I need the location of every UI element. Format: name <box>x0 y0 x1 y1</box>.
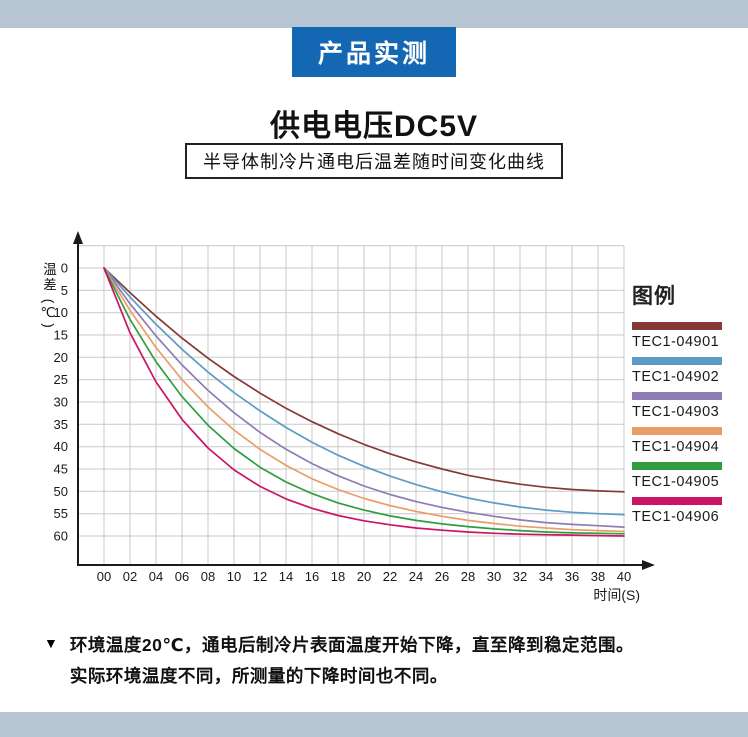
svg-text:00: 00 <box>97 569 111 584</box>
svg-text:12: 12 <box>253 569 267 584</box>
curve-TEC1-04902 <box>103 267 625 516</box>
legend-item: TEC1-04902 <box>632 357 744 385</box>
svg-text:时间(S): 时间(S) <box>593 587 640 603</box>
svg-text:38: 38 <box>591 569 605 584</box>
legend-items: TEC1-04901 TEC1-04902 TEC1-04903 TEC1-04904… <box>632 322 744 525</box>
legend-item: TEC1-04905 <box>632 462 744 490</box>
svg-text:60: 60 <box>54 529 68 544</box>
svg-text:18: 18 <box>331 569 345 584</box>
svg-text:16: 16 <box>305 569 319 584</box>
svg-text:04: 04 <box>149 569 163 584</box>
y-axis-title: 温差 (℃) <box>41 262 56 330</box>
legend-item: TEC1-04901 <box>632 322 744 350</box>
legend-label: TEC1-04906 <box>632 509 720 525</box>
legend-item: TEC1-04903 <box>632 392 744 420</box>
svg-text:10: 10 <box>227 569 241 584</box>
top-decor-band <box>0 0 748 28</box>
svg-text:50: 50 <box>54 484 68 499</box>
legend-swatch <box>632 462 722 470</box>
legend-label: TEC1-04902 <box>632 369 720 385</box>
svg-text:40: 40 <box>617 569 631 584</box>
svg-text:0: 0 <box>61 261 68 276</box>
temperature-curve-chart: 0 5 10 15 20 25 30 35 40 45 50 55 60 00 02 04 06 08 10 12 14… <box>54 231 655 603</box>
legend-label: TEC1-04901 <box>632 334 720 350</box>
legend-label: TEC1-04904 <box>632 439 720 455</box>
svg-text:14: 14 <box>279 569 293 584</box>
svg-text:24: 24 <box>409 569 423 584</box>
svg-text:20: 20 <box>54 350 68 365</box>
curve-TEC1-04906 <box>103 267 625 537</box>
chart-subtitle: 半导体制冷片通电后温差随时间变化曲线 <box>185 143 563 179</box>
svg-text:45: 45 <box>54 462 68 477</box>
svg-text:30: 30 <box>487 569 501 584</box>
svg-text:22: 22 <box>383 569 397 584</box>
footnote-line-1: 环境温度20℃，通电后制冷片表面温度开始下降，直至降到稳定范围。 <box>69 635 635 655</box>
svg-text:32: 32 <box>513 569 527 584</box>
svg-text:02: 02 <box>123 569 137 584</box>
curve-TEC1-04903 <box>103 267 625 528</box>
legend-item: TEC1-04906 <box>632 497 744 525</box>
legend-title: 图例 <box>632 285 676 308</box>
footnote-line-2: 实际环境温度不同，所测量的下降时间也不同。 <box>69 665 448 686</box>
page-title: 供电电压DC5V <box>269 110 479 143</box>
svg-text:28: 28 <box>461 569 475 584</box>
curve-TEC1-04905 <box>103 267 625 535</box>
curve-TEC1-04904 <box>103 267 625 533</box>
svg-text:40: 40 <box>54 439 68 454</box>
section-banner: 产品实测 <box>291 27 457 77</box>
triangle-marker-icon: ▼ <box>44 635 58 651</box>
svg-text:15: 15 <box>54 328 68 343</box>
curve-TEC1-04901 <box>103 267 625 493</box>
legend-swatch <box>632 427 722 435</box>
svg-text:36: 36 <box>565 569 579 584</box>
svg-text:30: 30 <box>54 395 68 410</box>
legend-swatch <box>632 322 722 330</box>
svg-text:08: 08 <box>201 569 215 584</box>
subtitle-wrap: 半导体制冷片通电后温差随时间变化曲线 <box>0 143 748 179</box>
footnote: ▼ 环境温度20℃，通电后制冷片表面温度开始下降，直至降到稳定范围。 实际环境温… <box>44 630 714 691</box>
svg-text:55: 55 <box>54 506 68 521</box>
svg-text:20: 20 <box>357 569 371 584</box>
svg-text:06: 06 <box>175 569 189 584</box>
svg-text:25: 25 <box>54 372 68 387</box>
footnote-text: 环境温度20℃，通电后制冷片表面温度开始下降，直至降到稳定范围。 实际环境温度不… <box>70 630 634 691</box>
legend-swatch <box>632 392 722 400</box>
legend-label: TEC1-04905 <box>632 474 720 490</box>
legend-swatch <box>632 357 722 365</box>
chart-legend: 图例 TEC1-04901 TEC1-04902 TEC1-04903 TEC1-04… <box>632 280 744 532</box>
legend-swatch <box>632 497 722 505</box>
legend-item: TEC1-04904 <box>632 427 744 455</box>
svg-text:5: 5 <box>61 283 68 298</box>
svg-text:10: 10 <box>54 305 68 320</box>
bottom-decor-band <box>0 712 748 737</box>
legend-label: TEC1-04903 <box>632 404 720 420</box>
svg-text:35: 35 <box>54 417 68 432</box>
svg-text:34: 34 <box>539 569 553 584</box>
svg-text:26: 26 <box>435 569 449 584</box>
